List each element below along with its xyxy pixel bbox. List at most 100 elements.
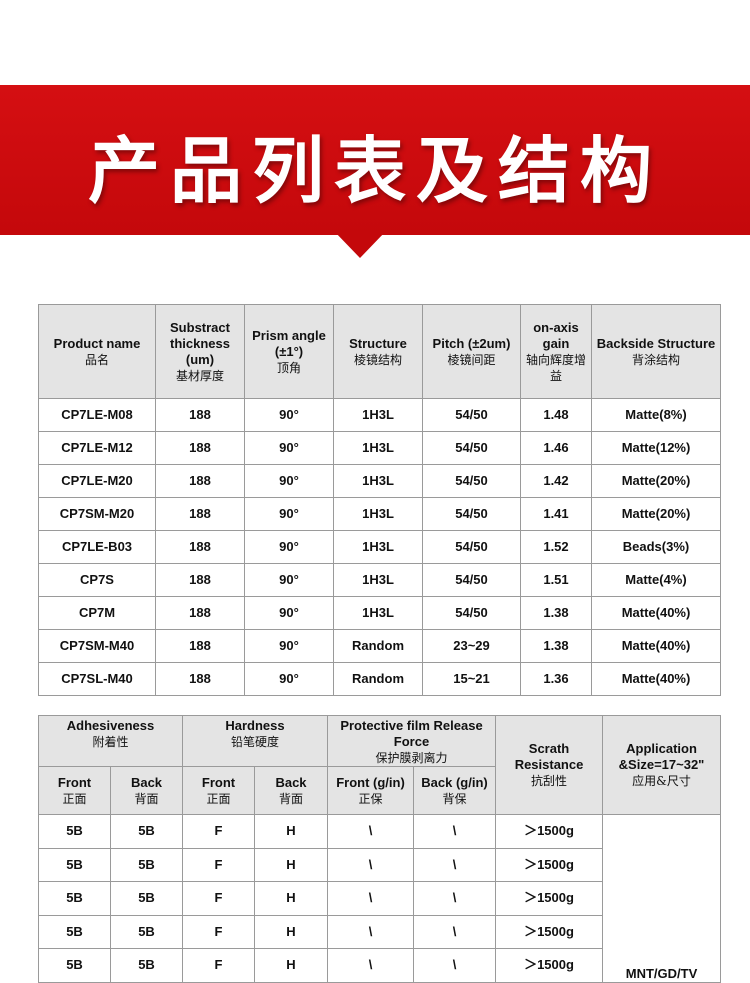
header-cn: 铅笔硬度 [230,735,279,749]
header-en: Back [275,774,307,790]
table-row: CP7LE-M08 188 90° 1H3L 54/50 1.48 Matte(8%) [38,398,721,432]
table-cell: Random [333,662,423,696]
table-cell: H [254,914,328,949]
page-title: 产品列表及结构 [87,129,662,213]
header-en: Back [130,774,163,790]
table-cell: 188 [155,497,245,531]
header-cn: 背面 [134,791,159,806]
header-en: Backside Structure [596,335,716,351]
header-cn: 背保 [442,791,467,806]
header-en: Hardness [225,718,285,733]
table-cell: H [254,847,328,882]
header-cn: 棱镜结构 [353,352,402,367]
table-cell: 188 [155,464,245,498]
group-header: Scrath Resistance 抗刮性 [495,715,604,815]
table-cell: 188 [155,596,245,630]
header-en: Front [57,774,92,790]
table-cell: CP7SM-M20 [38,497,156,531]
table-cell: 188 [155,530,245,564]
table-row: CP7LE-B03 188 90° 1H3L 54/50 1.52 Beads(3%) [38,530,721,564]
table-row: CP7LE-M12 188 90° 1H3L 54/50 1.46 Matte(12%) [38,431,721,465]
header-cn: 抗刮性 [531,774,568,788]
table-cell: \ [412,847,497,882]
header-cn: 正面 [62,791,87,806]
table-row: 5B 5B F H \ \ ＞1500g [38,881,721,916]
table-cell: CP7LE-M08 [38,398,156,432]
column-header: Pitch (±2um) 棱镜间距 [422,304,521,399]
table-cell: 5B [110,881,183,916]
table-cell: 188 [155,431,245,465]
table-cell: ＞1500g [495,948,604,983]
table-cell: 1.52 [520,530,592,564]
table-cell: F [182,914,255,949]
table-cell: 90° [244,629,334,663]
table-cell: CP7LE-M20 [38,464,156,498]
table-cell: H [254,814,328,849]
table-cell: 5B [38,881,111,916]
table-cell: ＞1500g [495,914,604,949]
table-cell: ＞1500g [495,814,604,849]
table-row: CP7S 188 90° 1H3L 54/50 1.51 Matte(4%) [38,563,721,597]
application-cell: MNT/GD/TV [602,814,722,983]
header-en: Prism angle (±1°) [252,327,326,359]
table-cell: 1H3L [333,596,423,630]
table-cell: ＞1500g [495,847,604,882]
table-cell: F [182,814,255,849]
column-header: on-axis gain 轴向辉度增益 [520,304,592,399]
table-cell: 15~21 [422,662,521,696]
table-cell: 1.51 [520,563,592,597]
table-cell: 90° [244,662,334,696]
sub-header: Front (g/in) 正保 [327,766,414,815]
column-header: Prism angle (±1°) 顶角 [244,304,334,399]
group-header: Adhesiveness 附着性 [38,715,183,767]
table-cell: 90° [244,497,334,531]
table-cell: 54/50 [422,596,521,630]
table-cell: 1H3L [333,530,423,564]
group-header: Hardness 铅笔硬度 [182,715,328,767]
table-cell: 23~29 [422,629,521,663]
product-table: Product name 品名 Substract thickness (um) 基材… [38,304,721,696]
header-en: Front [201,774,236,790]
table-cell: \ [412,814,497,849]
table-cell: 90° [244,563,334,597]
header-en: Application &Size=17~32" [618,741,705,772]
header-cn: 正面 [206,791,231,806]
table-cell: F [182,847,255,882]
table-cell: 1.36 [520,662,592,696]
table-cell: F [182,881,255,916]
table-cell: 54/50 [422,497,521,531]
header-en: Scrath Resistance [514,741,584,772]
header-en: Structure [349,335,407,351]
table-cell: 188 [155,629,245,663]
table-cell: Matte(4%) [591,563,721,597]
table-cell: Matte(20%) [591,464,721,498]
table-cell: 54/50 [422,398,521,432]
table-cell: \ [327,948,414,983]
table-cell: Matte(40%) [591,596,721,630]
table-cell: 54/50 [422,530,521,564]
table-cell: 188 [155,398,245,432]
header-en: Front (g/in) [336,774,405,790]
table-row: 5B 5B F H \ \ ＞1500g MNT/GD/TV [38,814,722,983]
table-cell: 1.42 [520,464,592,498]
banner-pointer [333,230,387,258]
table-cell: CP7LE-M12 [38,431,156,465]
group-header: Protective film Release Force 保护膜剥离力 [326,715,497,767]
table-cell: \ [327,914,414,949]
header-cn: 保护膜剥离力 [375,751,448,765]
table-cell: F [182,948,255,983]
table-row: 5B 5B F H \ \ ＞1500g [38,847,721,882]
column-header: Structure 棱镜结构 [333,304,423,399]
table-cell: 1.38 [520,629,592,663]
header-cn: 顶角 [276,360,301,375]
properties-table: Adhesiveness 附着性 Hardness 铅笔硬度 Protective fi… [38,715,722,983]
table-cell: 5B [38,847,111,882]
table-cell: \ [412,914,497,949]
table-row: CP7SM-M20 188 90° 1H3L 54/50 1.41 Matte(20%) [38,497,721,531]
table-cell: Beads(3%) [591,530,721,564]
header-en: Product name [53,335,141,351]
table-cell: 1H3L [333,464,423,498]
table-cell: 188 [155,563,245,597]
table-cell: \ [412,881,497,916]
table-cell: 5B [38,814,111,849]
